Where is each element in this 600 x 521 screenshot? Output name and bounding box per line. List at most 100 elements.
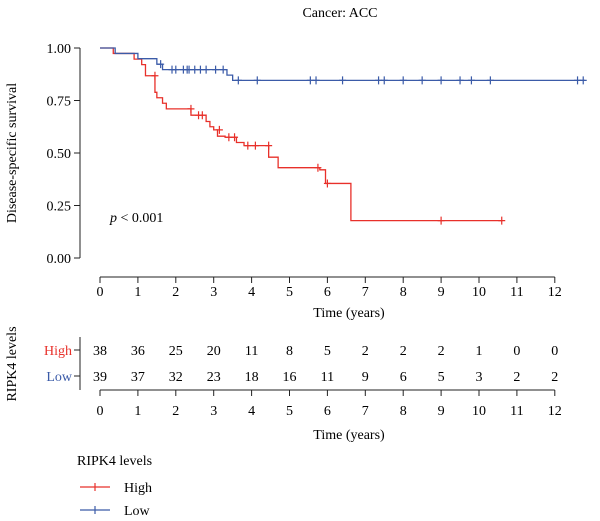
legend-item-high: High: [80, 481, 152, 496]
censor-mark-high: [215, 125, 223, 134]
y-tick-label: 0.75: [47, 95, 72, 110]
risk-count: 37: [131, 370, 145, 385]
risk-table-x-axis-tick-label: 11: [510, 404, 523, 419]
x-axis-tick-label: 9: [438, 285, 445, 300]
x-axis-tick-label: 0: [97, 285, 104, 300]
risk-table-x-axis-tick-label: 1: [134, 404, 141, 419]
risk-table-x-axis-tick-label: 3: [210, 404, 217, 419]
risk-count: 25: [169, 344, 183, 359]
x-axis-tick-label: 1: [134, 285, 141, 300]
legend-item-low: Low: [80, 504, 151, 519]
x-axis-tick-label: 2: [172, 285, 179, 300]
censor-mark-high: [498, 216, 506, 225]
p-value-text: < 0.001: [117, 211, 163, 226]
risk-row-label: Low: [46, 370, 73, 385]
series-high: [100, 47, 506, 225]
x-axis-tick-label: 4: [248, 285, 255, 300]
risk-count: 0: [551, 344, 558, 359]
risk-row-high: High 38 36 25 20 11 8 5 2 2 2 1 0 0: [44, 344, 558, 359]
risk-row-low: Low 39 37 32 23 18 16 11 9 6 5 3 2 2: [46, 370, 558, 385]
censor-mark-high: [265, 141, 273, 150]
risk-count: 39: [93, 370, 107, 385]
legend-items: High Low: [80, 481, 152, 519]
x-axis-tick-label: 5: [286, 285, 293, 300]
survival-curve-high: [100, 47, 503, 222]
risk-count: 18: [245, 370, 259, 385]
censor-mark-low: [399, 76, 407, 85]
censor-mark-low: [157, 60, 165, 69]
censor-mark-low: [339, 76, 347, 85]
risk-table-x-axis-tick-label: 9: [438, 404, 445, 419]
censor-mark-low: [579, 76, 587, 85]
risk-table-x-axis-tick-label: 10: [472, 404, 486, 419]
p-value-annotation: p < 0.001: [109, 211, 163, 226]
risk-count: 2: [438, 344, 445, 359]
censor-mark-high: [251, 141, 259, 150]
x-axis-tick-label: 3: [210, 285, 217, 300]
y-axis-label: Disease-specific survival: [5, 83, 20, 223]
risk-count: 32: [169, 370, 183, 385]
risk-table-x-axis-tick-label: 0: [97, 404, 104, 419]
risk-count: 23: [207, 370, 221, 385]
km-plot: 0.000.250.500.751.00 0 1 2 3 4 5 6 7 8 9 10 11 12 Di…: [5, 42, 587, 321]
censor-mark-low: [202, 65, 210, 74]
x-axis-tick-label: 12: [548, 285, 562, 300]
risk-count: 3: [476, 370, 483, 385]
risk-count: 9: [362, 370, 369, 385]
legend: RIPK4 levels High Low: [77, 454, 152, 519]
legend-item-label: Low: [124, 504, 151, 519]
censor-mark-low: [456, 76, 464, 85]
risk-count: 0: [513, 344, 520, 359]
risk-row-label: High: [44, 344, 72, 359]
y-axis: 0.00 0.25 0.50 0.75 1.00: [47, 42, 81, 267]
risk-table-x-axis-tick-label: 4: [248, 404, 255, 419]
risk-count: 20: [207, 344, 221, 359]
censor-mark-low: [253, 76, 261, 85]
series-layer: [100, 47, 587, 225]
chart-title: Cancer: ACC: [302, 6, 377, 21]
risk-count: 11: [321, 370, 334, 385]
censor-mark-high: [198, 111, 206, 120]
x-axis-tick-label: 11: [510, 285, 523, 300]
x-axis-label: Time (years): [313, 306, 385, 321]
censor-mark-low: [418, 76, 426, 85]
y-tick-label: 0.50: [47, 147, 72, 162]
censor-mark-high: [323, 179, 331, 188]
risk-count: 2: [513, 370, 520, 385]
risk-count: 2: [400, 344, 407, 359]
risk-table-x-axis-tick-label: 8: [400, 404, 407, 419]
p-value-symbol: p: [109, 211, 117, 226]
risk-count: 5: [438, 370, 445, 385]
censor-mark-low: [437, 76, 445, 85]
risk-count: 16: [283, 370, 297, 385]
risk-count: 11: [245, 344, 258, 359]
risk-table-y-label: RIPK4 levels: [5, 326, 20, 401]
risk-table-x-label: Time (years): [313, 428, 385, 443]
censor-mark-low: [212, 65, 220, 74]
risk-table: 0 1 2 3 4 5 6 7 8 9 10 11 12 High 38 36 25 20 11 8 5 2 2 2 1 0 0L…: [5, 326, 562, 443]
risk-count: 5: [324, 344, 331, 359]
censor-mark-high: [231, 133, 239, 142]
censor-mark-low: [219, 65, 227, 74]
x-axis-tick-label: 8: [400, 285, 407, 300]
risk-table-x-axis-tick-label: 2: [172, 404, 179, 419]
x-axis-tick-label: 10: [472, 285, 486, 300]
x-axis: 0 1 2 3 4 5 6 7 8 9 10 11 12: [97, 276, 562, 300]
censor-mark-high: [244, 141, 252, 150]
series-low: [100, 47, 587, 85]
risk-table-x-axis-tick-label: 6: [324, 404, 331, 419]
censor-mark-high: [437, 216, 445, 225]
risk-count: 38: [93, 344, 107, 359]
censor-mark-high: [151, 71, 159, 80]
y-tick-label: 1.00: [47, 42, 72, 57]
censor-mark-low: [234, 76, 242, 85]
risk-count: 36: [131, 344, 145, 359]
censor-mark-low: [172, 65, 180, 74]
legend-title: RIPK4 levels: [77, 454, 152, 469]
x-axis-tick-label: 6: [324, 285, 331, 300]
censor-mark-high: [314, 163, 322, 172]
risk-table-x-axis-tick-label: 7: [362, 404, 369, 419]
risk-count: 2: [551, 370, 558, 385]
